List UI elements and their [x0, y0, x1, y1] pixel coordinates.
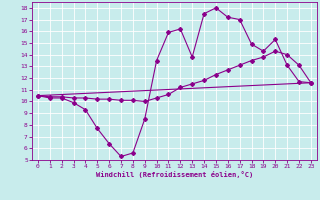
X-axis label: Windchill (Refroidissement éolien,°C): Windchill (Refroidissement éolien,°C): [96, 171, 253, 178]
